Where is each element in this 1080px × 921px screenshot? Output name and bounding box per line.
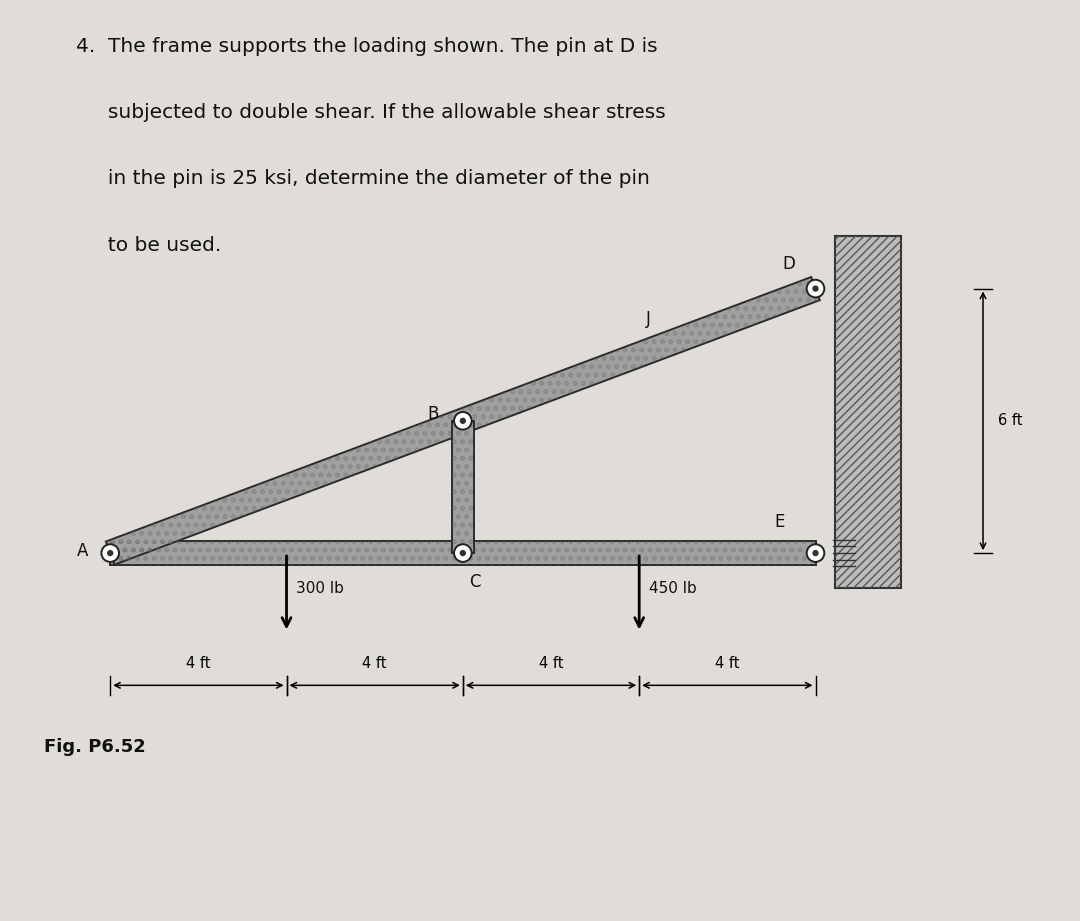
Circle shape bbox=[454, 412, 472, 429]
Text: B: B bbox=[428, 405, 438, 424]
Text: A: A bbox=[77, 542, 89, 560]
Circle shape bbox=[813, 551, 818, 555]
Text: 4.  The frame supports the loading shown. The pin at D is: 4. The frame supports the loading shown.… bbox=[76, 37, 658, 56]
Text: Fig. P6.52: Fig. P6.52 bbox=[44, 738, 146, 756]
Circle shape bbox=[108, 551, 112, 555]
Text: D: D bbox=[783, 255, 796, 274]
Text: 4 ft: 4 ft bbox=[539, 656, 564, 671]
Text: 6 ft: 6 ft bbox=[998, 414, 1023, 428]
Text: 4 ft: 4 ft bbox=[715, 656, 740, 671]
Text: 450 lb: 450 lb bbox=[649, 581, 697, 596]
Text: 4 ft: 4 ft bbox=[363, 656, 387, 671]
Text: subjected to double shear. If the allowable shear stress: subjected to double shear. If the allowa… bbox=[76, 103, 665, 122]
Text: J: J bbox=[646, 309, 650, 328]
Circle shape bbox=[807, 280, 824, 297]
Text: C: C bbox=[470, 573, 481, 591]
Polygon shape bbox=[451, 421, 474, 554]
Text: to be used.: to be used. bbox=[76, 236, 220, 255]
Text: 300 lb: 300 lb bbox=[296, 581, 345, 596]
Text: 4 ft: 4 ft bbox=[186, 656, 211, 671]
Circle shape bbox=[102, 544, 119, 562]
Polygon shape bbox=[106, 277, 820, 565]
Text: E: E bbox=[774, 513, 785, 531]
Circle shape bbox=[807, 544, 824, 562]
Circle shape bbox=[460, 418, 465, 424]
Text: in the pin is 25 ksi, determine the diameter of the pin: in the pin is 25 ksi, determine the diam… bbox=[76, 169, 649, 189]
Polygon shape bbox=[110, 541, 815, 565]
Circle shape bbox=[454, 544, 472, 562]
Circle shape bbox=[813, 286, 818, 291]
Circle shape bbox=[460, 551, 465, 555]
Bar bbox=[835, 236, 902, 589]
Bar bbox=[835, 236, 902, 589]
